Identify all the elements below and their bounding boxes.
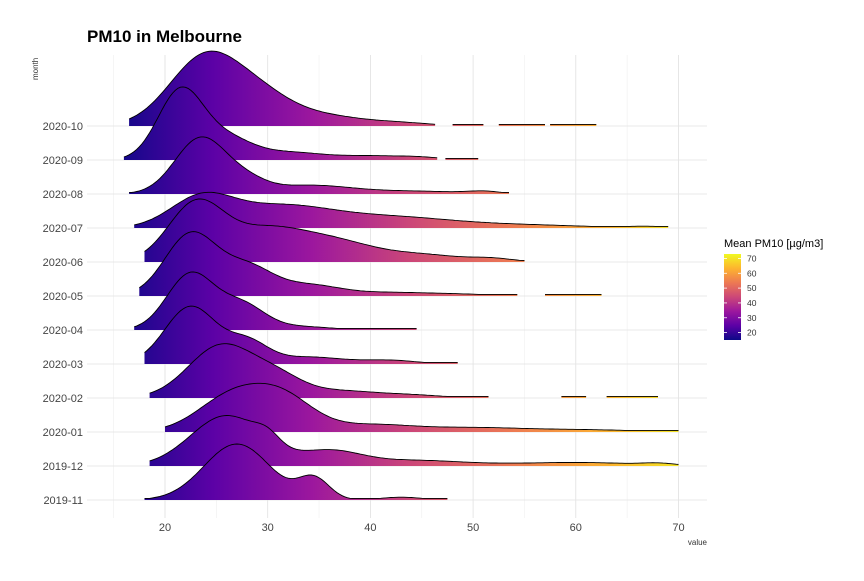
ridge-2020-07 [134, 191, 669, 228]
ridge-outline [144, 443, 448, 499]
legend-tick-label: 30 [747, 313, 757, 323]
legend-tick-label: 50 [747, 283, 757, 293]
y-tick-label: 2019-12 [43, 461, 83, 473]
y-tick-label: 2020-08 [43, 189, 83, 201]
x-tick-label: 60 [570, 522, 582, 534]
ridge-2019-12 [149, 415, 679, 466]
x-tick-label: 50 [467, 522, 479, 534]
ridge-2020-03 [144, 305, 458, 364]
ridge-area [144, 306, 458, 364]
y-tick-label: 2020-02 [43, 393, 83, 405]
y-tick-label: 2019-11 [43, 495, 83, 507]
ridge-area [165, 383, 679, 432]
y-axis-title: month [31, 58, 40, 80]
ridge-outline [144, 198, 525, 261]
ridge-2019-11 [144, 443, 448, 500]
y-tick-label: 2020-04 [43, 325, 83, 337]
ridge-outline [128, 50, 436, 125]
ridge-outline [123, 86, 438, 159]
ridges [123, 50, 679, 500]
chart-title: PM10 in Melbourne [87, 27, 242, 46]
ridge-2020-08 [129, 136, 509, 194]
legend-tick-label: 20 [747, 328, 757, 338]
y-tick-label: 2020-10 [43, 121, 83, 133]
ridge-area [144, 444, 448, 500]
legend-colorbar [724, 254, 741, 340]
legend-tick-label: 60 [747, 268, 757, 278]
ridge-area [134, 192, 669, 228]
y-tick-label: 2020-06 [43, 257, 83, 269]
ridge-area [149, 343, 489, 398]
ridge-outline [129, 136, 509, 193]
ridge-outline [149, 415, 679, 465]
ridge-outline [149, 343, 489, 397]
y-tick-label: 2020-05 [43, 291, 83, 303]
x-tick-labels: 20 30 40 50 60 70 [159, 522, 685, 534]
ridge-outline [134, 271, 417, 329]
ridge-outline [139, 231, 518, 295]
x-tick-label: 70 [672, 522, 684, 534]
y-tick-label: 2020-03 [43, 359, 83, 371]
y-tick-label: 2020-09 [43, 155, 83, 167]
y-tick-label: 2020-01 [43, 427, 83, 439]
x-tick-label: 40 [364, 522, 376, 534]
ridge-outline [164, 382, 679, 431]
ridge-outline [134, 191, 669, 227]
legend-tick-label: 70 [747, 253, 757, 263]
ridge-2020-01 [164, 382, 679, 432]
legend: Mean PM10 [µg/m3] 20 30 40 50 60 70 [724, 238, 823, 340]
ridge-area [129, 136, 509, 194]
legend-tick-label: 40 [747, 298, 757, 308]
x-tick-label: 20 [159, 522, 171, 534]
x-axis-title: value [688, 538, 708, 547]
ridge-area [149, 415, 679, 466]
legend-title: Mean PM10 [µg/m3] [724, 238, 823, 250]
y-tick-label: 2020-07 [43, 223, 83, 235]
ridge-area [139, 231, 518, 296]
x-tick-label: 30 [262, 522, 274, 534]
ridge-2020-02 [149, 343, 658, 398]
ridge-outline [144, 305, 458, 363]
ridge-2020-05 [139, 231, 602, 296]
ridge-2020-06 [144, 198, 525, 262]
ridge-area [144, 199, 525, 262]
y-tick-labels: 2019-11 2019-12 2020-01 2020-02 2020-03 2020-… [43, 121, 83, 507]
